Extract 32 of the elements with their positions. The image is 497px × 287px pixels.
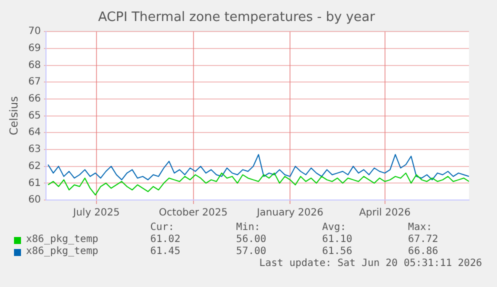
text: 61.10: [322, 234, 354, 246]
x-tick-label: July 2025: [72, 208, 120, 219]
text: 56.00: [236, 234, 268, 246]
y-tick-label: 62: [28, 160, 41, 172]
x-tick-label: January 2026: [256, 208, 324, 219]
y-tick-label: 60: [28, 194, 41, 206]
text: Max:: [408, 222, 434, 234]
x-tick-label: October 2025: [158, 208, 228, 219]
chart-title: ACPI Thermal zone temperatures - by year: [98, 10, 376, 26]
text: 67.72: [408, 234, 440, 246]
y-tick-label: 69: [28, 43, 41, 54]
legend-label: x86_pkg_temp: [26, 246, 98, 258]
y-tick-label: 61: [28, 178, 41, 189]
text: Min:: [236, 222, 262, 234]
legend-label: x86_pkg_temp: [26, 234, 98, 246]
text: 66.86: [408, 246, 440, 258]
y-tick-label: 70: [28, 26, 41, 38]
text: 57.00: [236, 246, 268, 258]
y-tick-label: 63: [28, 144, 41, 156]
y-tick-label: 68: [28, 60, 41, 71]
text: 61.45: [150, 246, 182, 258]
text: Last update: Sat Jun 20 05:31:11 2026: [258, 258, 482, 270]
x-tick-label: April 2026: [359, 208, 411, 219]
text: Avg:: [322, 222, 348, 234]
y-tick-label: 64: [28, 127, 41, 138]
y-tick-label: 65: [28, 110, 41, 122]
text: 61.02: [150, 234, 182, 246]
y-axis-title: Celsius: [7, 96, 20, 136]
y-tick-label: 67: [28, 76, 41, 88]
text: 61.56: [322, 246, 354, 258]
text: Cur:: [150, 222, 176, 234]
y-tick-label: 66: [28, 94, 41, 105]
